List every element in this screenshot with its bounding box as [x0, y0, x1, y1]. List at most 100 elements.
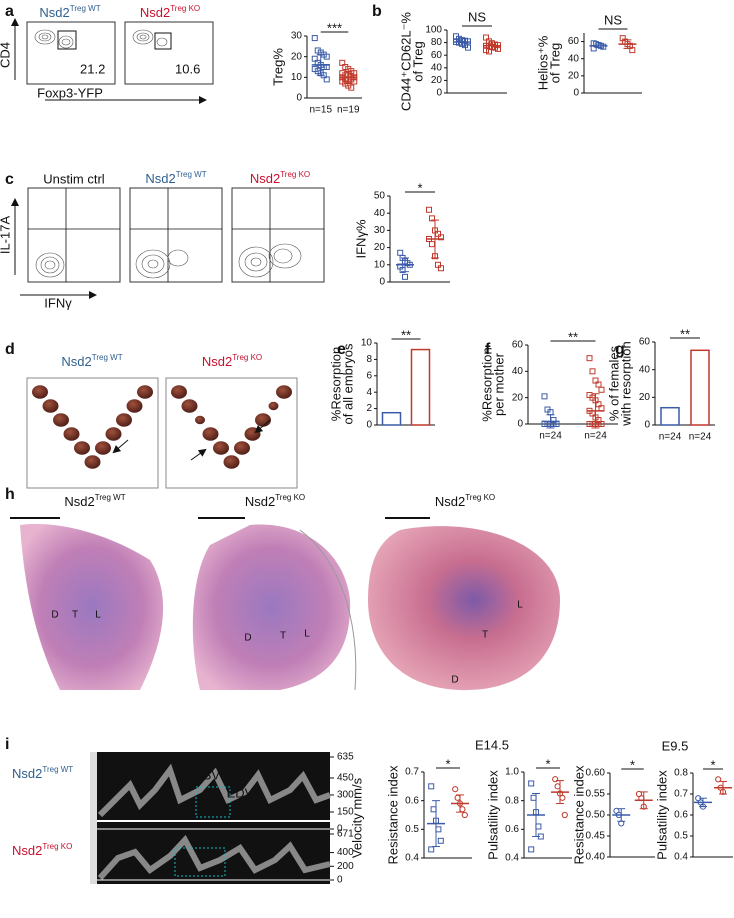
y-tick-label: 0 [296, 93, 302, 104]
embryo [84, 455, 101, 469]
panel-letter: f [485, 341, 491, 358]
embryo [268, 401, 279, 411]
contours [34, 29, 168, 49]
tissue-label: D [244, 633, 251, 644]
significance: * [630, 757, 635, 772]
data-point [428, 846, 435, 853]
flow-gate: 10.6 [175, 61, 200, 76]
genotype-sup: Treg KO [465, 493, 495, 502]
tissue-label: D [51, 610, 58, 621]
y-tick-label: 60 [568, 36, 580, 47]
flow-gate: 21.2 [80, 61, 105, 76]
data-point [600, 43, 607, 50]
x-tick-label: n=15 [309, 105, 332, 116]
y-axis-label: of Treg [410, 41, 425, 81]
significance: * [545, 756, 550, 771]
uterus [32, 385, 292, 469]
scale-tick-label: 450 [337, 773, 354, 784]
embryo [234, 441, 250, 455]
panel-letter: e [337, 341, 346, 358]
x-tick-label: n=24 [689, 432, 712, 443]
y-tick-label: 0.45 [586, 831, 606, 842]
gate [57, 30, 77, 50]
y-axis-label: per mother [491, 352, 506, 416]
y-tick-label: 0.40 [586, 852, 606, 863]
y-tick-label: 0.6 [405, 795, 419, 806]
y-tick-label: 0.5 [405, 824, 419, 835]
data-point [528, 846, 535, 853]
data-point [589, 368, 596, 375]
panel-letter: h [5, 486, 15, 503]
data-point [465, 44, 471, 51]
genotype-sup: Treg KO [275, 493, 305, 502]
bar [660, 406, 680, 426]
x-tick-label: n=24 [584, 431, 607, 442]
y-tick-label: 20 [291, 51, 303, 62]
gate [154, 32, 172, 50]
arrow [254, 419, 271, 434]
y-tick-label: 20 [512, 392, 524, 403]
genotype-name: Nsd2 [61, 354, 91, 369]
y-tick-label: 0.8 [674, 768, 688, 779]
data-point [586, 355, 593, 362]
significance: * [710, 757, 715, 772]
y-axis-label: %Resorption [479, 347, 494, 421]
significance: * [445, 756, 450, 771]
data-point [561, 811, 568, 819]
y-axis-label: Resistance index [385, 765, 400, 864]
y-axis-label: of all embryos [340, 343, 355, 424]
y-tick-label: 20 [568, 70, 580, 81]
y-tick-label: 40 [374, 208, 386, 219]
y-tick-label: 0 [366, 420, 372, 431]
y-tick-label: 30 [291, 31, 303, 42]
genotype-label: Nsd2Treg WT [61, 353, 122, 369]
axis-label: Velocity mm/s [349, 777, 364, 858]
y-tick-label: 1.0 [505, 767, 519, 778]
data-point [426, 206, 432, 213]
genotype-sup: Treg WT [70, 4, 101, 13]
y-tick-label: 0.60 [586, 768, 606, 779]
data-point [454, 794, 461, 801]
y-tick-label: 10 [291, 72, 303, 83]
bar [381, 411, 402, 426]
data-point [437, 837, 444, 844]
data-point [461, 811, 468, 819]
y-axis-label: with resorption [618, 341, 633, 427]
genotype-sup: Treg KO [280, 170, 310, 179]
genotype-name: Nsd2 [39, 5, 69, 20]
y-tick-label: 40 [512, 366, 524, 377]
scale-tick-label: 0 [337, 875, 343, 886]
y-tick-label: 0.55 [586, 789, 606, 800]
embryo [213, 441, 229, 455]
flow-header: Unstim ctrl [43, 171, 105, 186]
embryo [181, 399, 198, 413]
y-tick-label: 80 [431, 37, 443, 48]
ultrasound [90, 752, 332, 884]
embryo [32, 385, 48, 399]
data-point [486, 48, 492, 55]
data-point [552, 776, 559, 783]
embryo [42, 399, 59, 413]
doppler-marker: EDV [227, 785, 254, 800]
tissue-label: T [280, 631, 286, 642]
y-axis-label: Pulsatility index [485, 770, 500, 860]
data-point [402, 273, 408, 280]
embryo [171, 385, 187, 399]
doppler-marker: PSV [194, 767, 220, 782]
genotype-sup: Treg WT [176, 170, 207, 179]
y-tick-label: 0.5 [674, 831, 688, 842]
y-tick-label: 4 [366, 387, 372, 398]
data-point [715, 776, 722, 783]
genotype-sup: Treg WT [42, 765, 73, 774]
y-tick-label: 0.4 [505, 853, 519, 864]
genotype-name: Nsd2 [145, 171, 175, 186]
y-axis-label: Resistance index [571, 765, 586, 864]
embryo [105, 427, 122, 441]
data-point [430, 806, 437, 813]
bar [410, 348, 431, 426]
data-point [530, 794, 537, 801]
data-point [323, 53, 330, 60]
panel-letter: c [5, 171, 14, 188]
significance: *** [327, 20, 342, 35]
